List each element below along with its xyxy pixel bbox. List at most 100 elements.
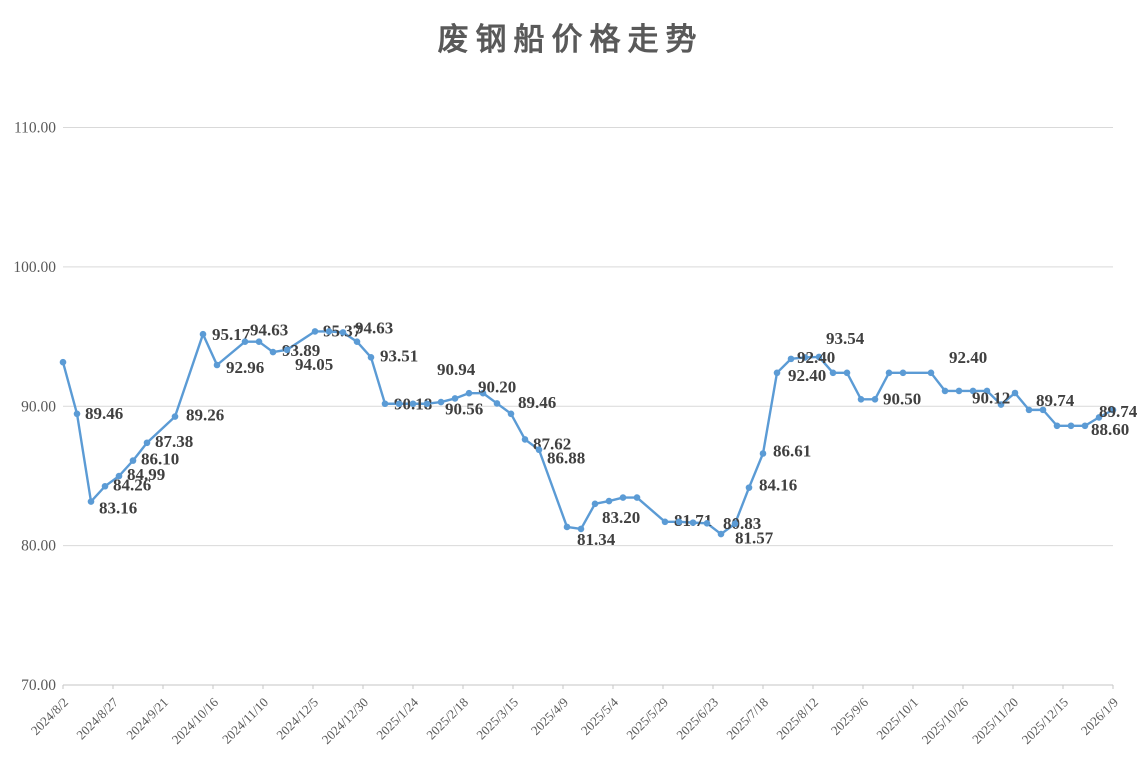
data-point: [1011, 389, 1019, 397]
data-point: [409, 400, 417, 408]
data-point: [493, 400, 501, 407]
x-tick-label: 2024/9/21: [123, 695, 171, 743]
data-point: [857, 395, 865, 403]
data-point: [213, 361, 221, 369]
data-point: [87, 498, 95, 505]
data-point: [759, 450, 767, 457]
data-label: 93.54: [826, 329, 865, 348]
data-point: [423, 400, 431, 408]
x-tick-label: 2025/5/29: [623, 695, 671, 743]
data-point: [283, 346, 291, 354]
data-point: [815, 353, 823, 361]
data-label: 89.26: [186, 406, 224, 425]
data-label: 81.57: [735, 529, 774, 548]
data-point: [129, 457, 137, 464]
data-label: 84.99: [127, 465, 165, 484]
data-point: [1109, 406, 1117, 414]
data-point: [955, 387, 963, 395]
data-label: 89.46: [85, 404, 123, 423]
data-point: [1039, 406, 1047, 414]
data-point: [633, 494, 641, 501]
data-label: 94.05: [295, 355, 333, 374]
data-point: [871, 395, 879, 403]
x-tick-label: 2025/6/23: [673, 695, 721, 743]
data-point: [143, 439, 151, 447]
data-label: 90.12: [972, 389, 1010, 408]
data-label: 86.88: [547, 449, 585, 468]
x-tick-label: 2024/12/5: [273, 695, 321, 743]
data-point: [563, 523, 571, 531]
data-point: [437, 398, 445, 406]
data-label: 83.16: [99, 499, 137, 518]
data-point: [59, 358, 67, 366]
data-label: 90.56: [445, 399, 483, 418]
data-label: 88.60: [1091, 420, 1129, 439]
x-tick-label: 2025/5/4: [578, 694, 622, 738]
data-point: [577, 525, 585, 533]
data-label: 84.26: [113, 475, 151, 494]
data-label: 92.40: [797, 348, 835, 367]
data-point: [395, 400, 403, 408]
data-point: [885, 369, 893, 377]
data-label: 86.10: [141, 450, 179, 469]
data-point: [591, 500, 599, 508]
data-label: 83.20: [602, 508, 640, 527]
x-tick-label: 2024/11/10: [219, 695, 271, 747]
y-tick-label: 110.00: [14, 120, 56, 137]
data-point: [1025, 406, 1033, 414]
data-point: [255, 338, 263, 346]
data-point: [927, 369, 935, 377]
data-label: 93.51: [380, 346, 418, 365]
x-tick-label: 2024/12/30: [319, 695, 371, 747]
chart-title: 废钢船价格走势: [437, 22, 704, 57]
data-point: [241, 338, 249, 346]
data-point: [745, 484, 753, 491]
data-label: 93.89: [282, 341, 320, 360]
data-label: 94.63: [250, 321, 288, 340]
x-tick-label: 2025/12/15: [1019, 695, 1071, 747]
y-tick-label: 100.00: [13, 259, 56, 276]
data-point: [101, 482, 109, 490]
data-point: [479, 389, 487, 397]
data-label: 90.50: [883, 389, 921, 408]
data-label: 87.38: [155, 432, 193, 451]
data-point: [339, 329, 347, 336]
data-label: 90.94: [437, 360, 476, 379]
data-point: [731, 520, 739, 528]
data-label: 80.83: [723, 514, 761, 533]
data-point: [171, 413, 179, 420]
data-point: [269, 348, 277, 356]
data-point: [899, 369, 907, 377]
data-point: [997, 401, 1005, 408]
data-point: [521, 436, 529, 443]
data-point: [507, 410, 515, 418]
x-tick-label: 2025/2/18: [423, 695, 471, 743]
x-tick-label: 2025/7/18: [723, 695, 771, 743]
x-tick-label: 2024/8/27: [73, 694, 121, 742]
data-point: [689, 519, 697, 526]
data-point: [199, 330, 207, 338]
data-label: 89.74: [1036, 391, 1075, 410]
data-point: [465, 389, 473, 397]
data-point: [703, 520, 711, 527]
data-point: [535, 446, 543, 454]
data-point: [969, 387, 977, 395]
data-point: [1081, 422, 1089, 430]
data-label: 89.74: [1099, 402, 1138, 421]
data-point: [325, 328, 333, 335]
data-point: [367, 354, 375, 361]
data-point: [1053, 422, 1061, 430]
data-label: 92.40: [949, 348, 987, 367]
y-tick-label: 80.00: [21, 538, 56, 555]
data-point: [115, 472, 123, 480]
x-tick-label: 2025/9/6: [828, 694, 872, 738]
x-tick-label: 2025/11/20: [969, 695, 1021, 747]
data-point: [675, 518, 683, 526]
data-label: 89.46: [518, 393, 556, 412]
data-label: 90.20: [478, 377, 516, 396]
data-point: [311, 328, 319, 335]
x-tick-label: 2025/8/12: [773, 695, 821, 743]
data-point: [941, 387, 949, 395]
